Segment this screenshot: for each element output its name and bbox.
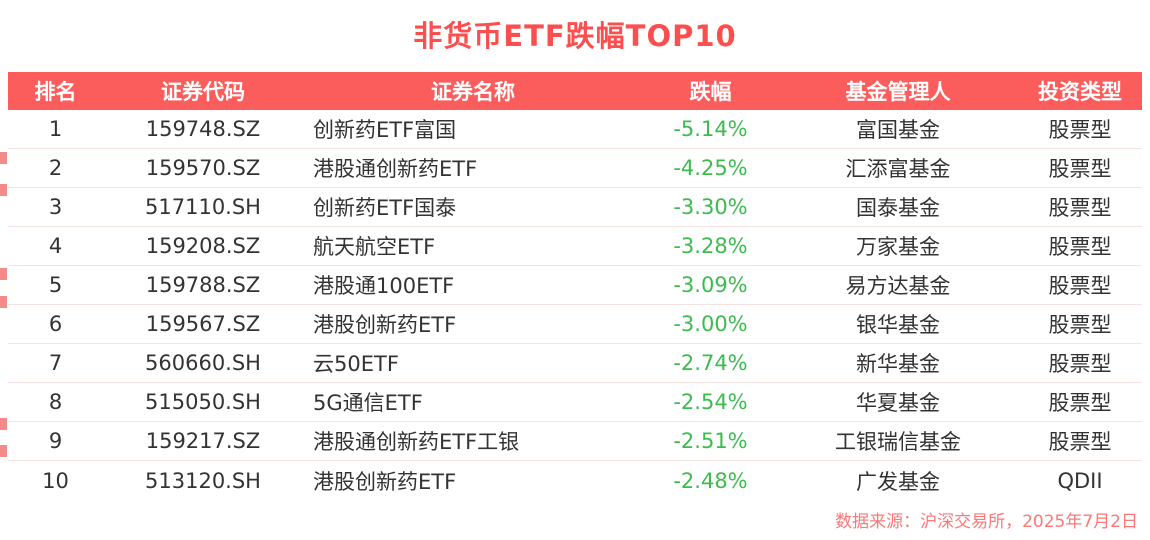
cell-change: -2.51% (673, 429, 748, 453)
cell-code: 159217.SZ (145, 429, 261, 453)
column-header-type: 投资类型 (1038, 80, 1122, 104)
cell-code: 159208.SZ (145, 234, 261, 258)
cell-change: -3.28% (673, 234, 748, 258)
left-edge-marker (0, 184, 7, 196)
cell-rank: 8 (48, 390, 63, 414)
cell-manager: 工银瑞信基金 (835, 430, 961, 454)
cell-manager: 国泰基金 (856, 196, 940, 220)
cell-name: 创新药ETF富国 (313, 118, 457, 142)
table-row: 10 513120.SH 港股创新药ETF -2.48% 广发基金 QDII (8, 461, 1142, 500)
cell-manager: 新华基金 (856, 352, 940, 376)
cell-change: -2.48% (673, 468, 748, 493)
cell-rank: 4 (48, 234, 63, 258)
table-header-row: 排名 证券代码 证券名称 跌幅 基金管理人 投资类型 (8, 72, 1142, 110)
cell-type: 股票型 (1048, 352, 1112, 376)
left-edge-marker (0, 268, 7, 280)
table-row: 8 515050.SH 5G通信ETF -2.54% 华夏基金 股票型 (8, 383, 1142, 422)
cell-name: 港股通创新药ETF工银 (313, 430, 520, 454)
cell-rank: 9 (48, 429, 63, 453)
cell-code: 515050.SH (145, 390, 261, 414)
data-source-note: 数据来源：沪深交易所，2025年7月2日 (835, 512, 1138, 532)
cell-code: 159748.SZ (145, 117, 261, 141)
table-body: 1 159748.SZ 创新药ETF富国 -5.14% 富国基金 股票型 2 159570.S… (8, 110, 1142, 500)
cell-manager: 万家基金 (856, 235, 940, 259)
cell-name: 创新药ETF国泰 (313, 196, 457, 220)
cell-name: 港股通100ETF (313, 274, 455, 298)
cell-rank: 6 (48, 312, 63, 336)
cell-name: 港股创新药ETF (313, 313, 457, 337)
cell-manager: 汇添富基金 (845, 157, 951, 181)
page-title: 非货币ETF跌幅TOP10 (413, 19, 737, 53)
cell-manager: 广发基金 (856, 469, 940, 494)
cell-code: 560660.SH (145, 351, 261, 375)
cell-rank: 2 (48, 156, 63, 180)
table-row: 4 159208.SZ 航天航空ETF -3.28% 万家基金 股票型 (8, 227, 1142, 266)
cell-rank: 5 (48, 273, 63, 297)
cell-manager: 易方达基金 (845, 274, 951, 298)
column-header-manager: 基金管理人 (845, 80, 951, 104)
cell-rank: 10 (42, 468, 69, 493)
etf-decline-table: 排名 证券代码 证券名称 跌幅 基金管理人 投资类型 1 159748.SZ 创新药ETF富国… (8, 72, 1142, 500)
cell-name: 港股创新药ETF (313, 469, 457, 494)
cell-type: QDII (1057, 468, 1103, 493)
cell-type: 股票型 (1048, 196, 1112, 220)
table-row: 3 517110.SH 创新药ETF国泰 -3.30% 国泰基金 股票型 (8, 188, 1142, 227)
cell-rank: 7 (48, 351, 63, 375)
cell-change: -2.74% (673, 351, 748, 375)
cell-code: 513120.SH (145, 468, 261, 493)
left-edge-marker (0, 418, 7, 430)
cell-manager: 银华基金 (856, 313, 940, 337)
cell-code: 517110.SH (145, 195, 261, 219)
column-header-code: 证券代码 (161, 80, 245, 104)
cell-manager: 富国基金 (856, 118, 940, 142)
table-row: 1 159748.SZ 创新药ETF富国 -5.14% 富国基金 股票型 (8, 110, 1142, 149)
cell-rank: 1 (48, 117, 63, 141)
cell-type: 股票型 (1048, 313, 1112, 337)
cell-type: 股票型 (1048, 274, 1112, 298)
cell-name: 航天航空ETF (313, 235, 436, 259)
cell-name: 云50ETF (313, 352, 399, 376)
cell-change: -3.09% (673, 273, 748, 297)
table-row: 5 159788.SZ 港股通100ETF -3.09% 易方达基金 股票型 (8, 266, 1142, 305)
cell-code: 159570.SZ (145, 156, 261, 180)
cell-name: 港股通创新药ETF (313, 157, 478, 181)
table-row: 2 159570.SZ 港股通创新药ETF -4.25% 汇添富基金 股票型 (8, 149, 1142, 188)
cell-type: 股票型 (1048, 118, 1112, 142)
cell-type: 股票型 (1048, 157, 1112, 181)
cell-manager: 华夏基金 (856, 391, 940, 415)
cell-change: -4.25% (673, 156, 748, 180)
cell-change: -3.30% (673, 195, 748, 219)
left-edge-marker (0, 152, 7, 164)
cell-change: -2.54% (673, 390, 748, 414)
left-edge-marker (0, 296, 7, 308)
column-header-name: 证券名称 (431, 80, 515, 104)
cell-type: 股票型 (1048, 235, 1112, 259)
cell-code: 159788.SZ (145, 273, 261, 297)
table-row: 9 159217.SZ 港股通创新药ETF工银 -2.51% 工银瑞信基金 股票型 (8, 422, 1142, 461)
table-row: 7 560660.SH 云50ETF -2.74% 新华基金 股票型 (8, 344, 1142, 383)
cell-change: -3.00% (673, 312, 748, 336)
table-row: 6 159567.SZ 港股创新药ETF -3.00% 银华基金 股票型 (8, 305, 1142, 344)
column-header-change: 跌幅 (689, 80, 732, 104)
cell-rank: 3 (48, 195, 63, 219)
cell-change: -5.14% (673, 117, 748, 141)
left-edge-marker (0, 445, 7, 457)
cell-name: 5G通信ETF (313, 391, 423, 415)
column-header-rank: 排名 (34, 80, 77, 104)
cell-type: 股票型 (1048, 391, 1112, 415)
cell-code: 159567.SZ (145, 312, 261, 336)
cell-type: 股票型 (1048, 430, 1112, 454)
